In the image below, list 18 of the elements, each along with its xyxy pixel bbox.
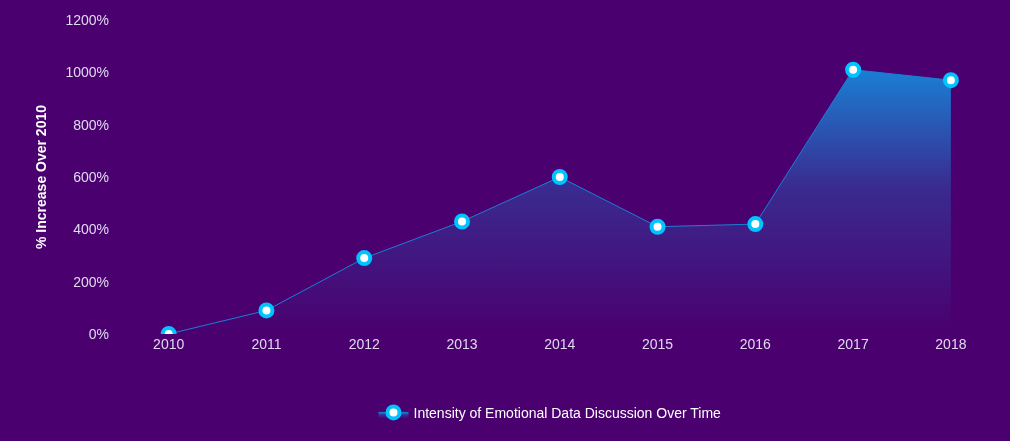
- y-tick-label: 800%: [73, 116, 109, 133]
- x-tick-label: 2018: [935, 336, 967, 352]
- x-tick-label: 2013: [446, 336, 478, 352]
- x-tick-label: 2010: [153, 336, 185, 352]
- y-tick-label: 400%: [73, 221, 109, 238]
- x-tick-label: 2014: [544, 336, 576, 352]
- x-tick-label: 2016: [739, 336, 772, 352]
- y-tick-label: 200%: [73, 273, 109, 290]
- y-tick-label: 0%: [88, 325, 109, 342]
- x-tick-label: 2015: [641, 336, 674, 352]
- x-tick-label: 2017: [837, 336, 869, 352]
- legend-label: Intensity of Emotional Data Discussion Over Time: [413, 404, 722, 421]
- y-tick-label: 1200%: [65, 11, 109, 28]
- y-axis-title: % Increase Over 2010: [33, 104, 50, 249]
- y-tick-label: 600%: [73, 168, 109, 185]
- y-tick-label: 1000%: [65, 64, 109, 81]
- x-tick-label: 2011: [251, 336, 282, 352]
- x-tick-label: 2012: [348, 336, 380, 352]
